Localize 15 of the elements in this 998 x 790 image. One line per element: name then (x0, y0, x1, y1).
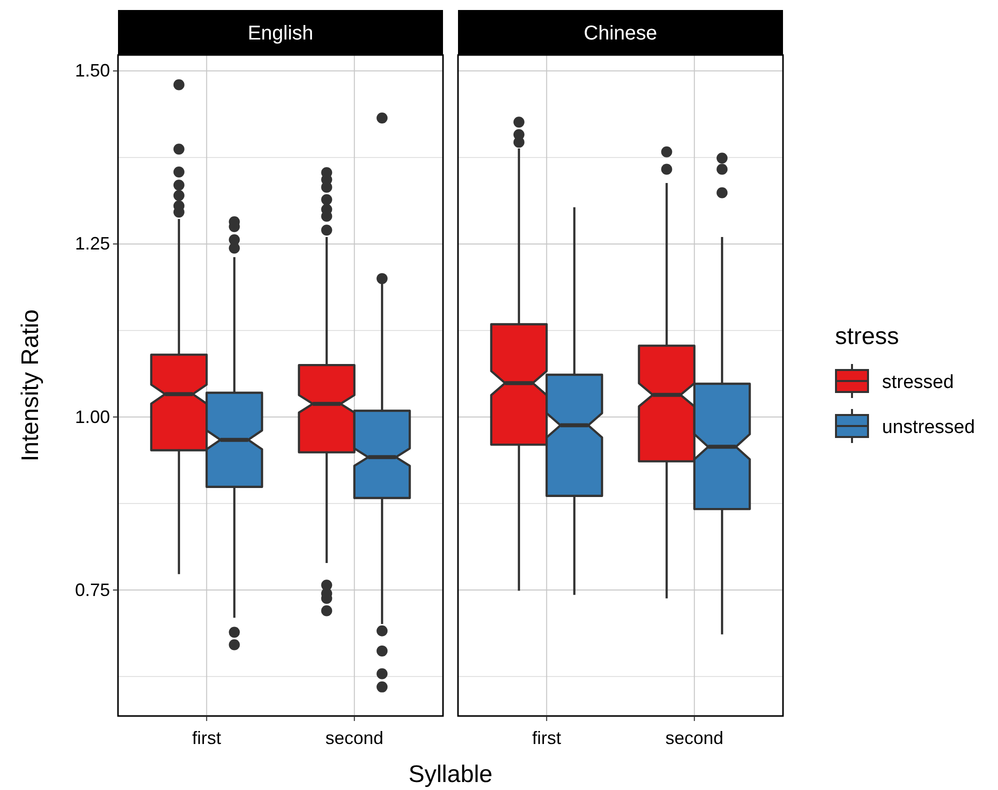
x-tick-label: first (192, 728, 222, 748)
chart-title: Chinese (584, 22, 658, 44)
x-axis-title: Syllable (408, 761, 493, 788)
y-tick-label: 0.75 (74, 580, 110, 600)
legend-label: unstressed (882, 417, 975, 438)
x-tick-label: second (325, 728, 384, 748)
y-axis-title: Intensity Ratio (17, 309, 44, 462)
y-tick-label: 1.50 (74, 60, 110, 81)
x-tick-label: first (532, 728, 562, 748)
chart-title: English (248, 22, 314, 44)
legend-label: stressed (882, 372, 954, 393)
y-tick-label: 1.00 (74, 406, 110, 427)
x-tick-label: second (665, 728, 724, 748)
y-tick-label: 1.25 (74, 234, 110, 254)
legend-title: stress (835, 323, 900, 350)
